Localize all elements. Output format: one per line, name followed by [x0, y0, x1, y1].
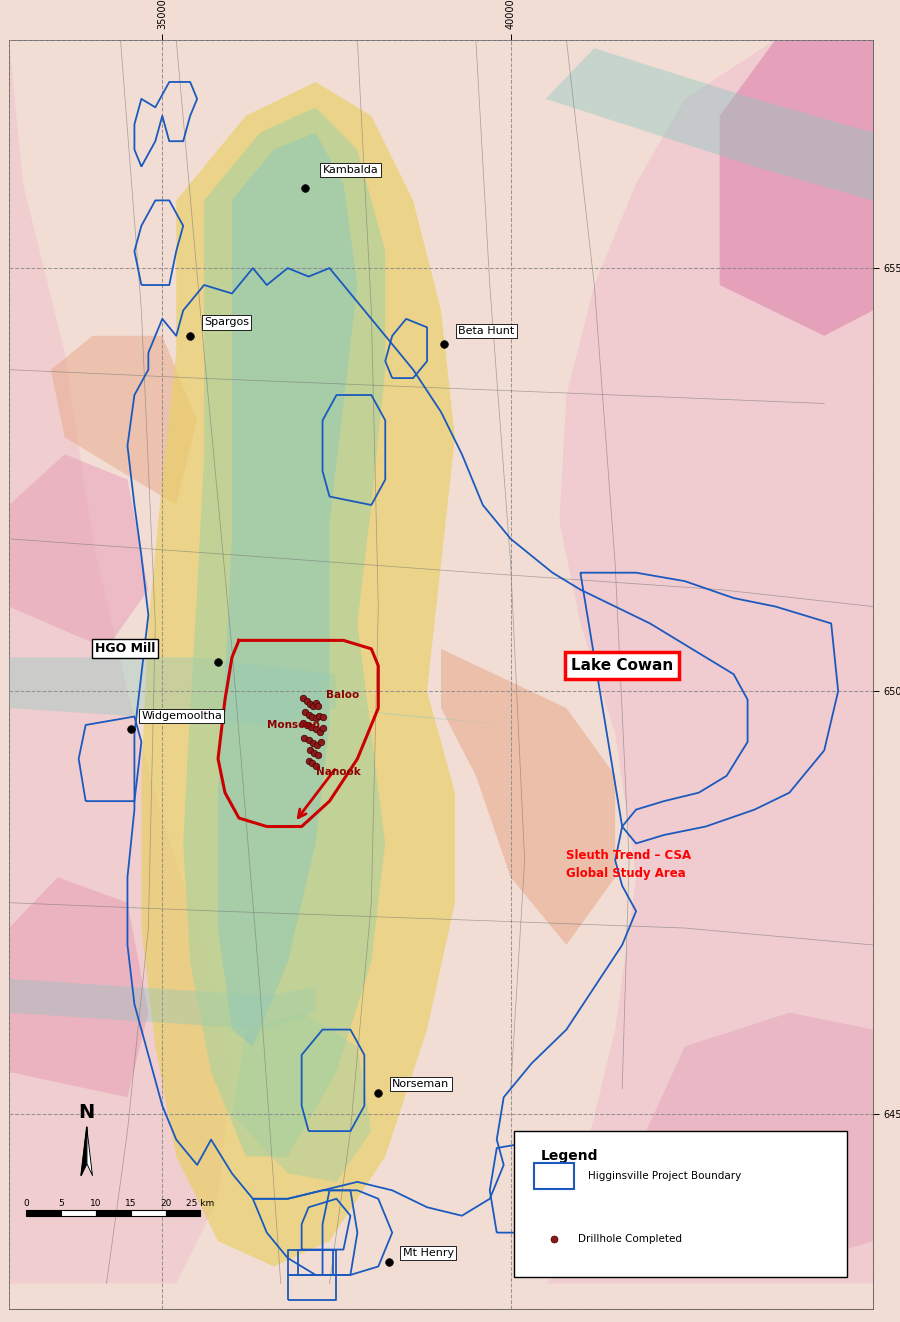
Bar [61, 1210, 96, 1216]
Bar [96, 1210, 130, 1216]
Polygon shape [141, 82, 454, 1266]
Polygon shape [545, 40, 873, 1284]
Point [315, 707, 329, 728]
Point [314, 731, 328, 752]
Polygon shape [9, 878, 148, 1097]
Text: Spargos: Spargos [204, 317, 249, 328]
Text: Norseman: Norseman [392, 1079, 449, 1089]
Text: Widgemooltha: Widgemooltha [141, 711, 222, 720]
Text: 20: 20 [160, 1199, 171, 1208]
Point [302, 740, 317, 761]
Polygon shape [545, 48, 873, 201]
Point [296, 687, 310, 709]
Point [311, 695, 326, 717]
Polygon shape [81, 1128, 86, 1175]
Text: Kambalda: Kambalda [322, 165, 378, 175]
Polygon shape [50, 336, 197, 505]
Point [298, 702, 312, 723]
Text: Baloo: Baloo [326, 690, 359, 701]
Polygon shape [9, 657, 510, 724]
Polygon shape [616, 1013, 873, 1266]
Polygon shape [86, 1128, 93, 1175]
Polygon shape [184, 107, 385, 1157]
Text: Drillhole Completed: Drillhole Completed [578, 1235, 681, 1244]
Point [305, 706, 320, 727]
Point [316, 718, 330, 739]
Point [302, 693, 317, 714]
Text: 5: 5 [58, 1199, 64, 1208]
Text: HGO Mill: HGO Mill [94, 642, 156, 656]
Polygon shape [9, 40, 873, 1309]
Point [307, 743, 321, 764]
Text: N: N [78, 1103, 94, 1121]
Polygon shape [441, 649, 616, 945]
Point [303, 717, 318, 738]
Bar [26, 1210, 61, 1216]
Bar [130, 1210, 166, 1216]
Point [306, 695, 320, 717]
Point [309, 707, 323, 728]
Text: Nanook: Nanook [316, 767, 360, 776]
Bar [166, 1210, 201, 1216]
Point [309, 719, 323, 740]
Text: Mt Henry: Mt Henry [402, 1248, 454, 1259]
Point [305, 752, 320, 773]
Point [306, 732, 320, 754]
Point [302, 705, 316, 726]
Point [309, 755, 323, 776]
Text: 0: 0 [23, 1199, 29, 1208]
Point [302, 730, 316, 751]
Point [309, 693, 323, 714]
Polygon shape [218, 132, 357, 1047]
Point [296, 713, 310, 734]
Text: Higginsville Project Boundary: Higginsville Project Boundary [588, 1171, 741, 1182]
Point [312, 705, 327, 726]
Polygon shape [9, 455, 148, 649]
Polygon shape [232, 1013, 372, 1182]
Point [300, 690, 314, 711]
Point [297, 727, 311, 748]
Text: Sleuth Trend – CSA
Global Study Area: Sleuth Trend – CSA Global Study Area [566, 849, 691, 880]
Point [302, 750, 316, 771]
Point [300, 714, 314, 735]
Text: Monsoon: Monsoon [266, 720, 320, 730]
Text: 15: 15 [125, 1199, 137, 1208]
Bar [535, 1163, 574, 1190]
Polygon shape [9, 978, 316, 1030]
Text: Lake Cowan: Lake Cowan [571, 658, 673, 673]
Bar [515, 1132, 847, 1277]
Point [311, 744, 326, 765]
Point [312, 722, 327, 743]
Polygon shape [9, 40, 232, 1284]
Text: 10: 10 [90, 1199, 102, 1208]
Text: Legend: Legend [541, 1149, 598, 1162]
Text: Beta Hunt: Beta Hunt [458, 325, 515, 336]
Text: 25 km: 25 km [186, 1199, 214, 1208]
Point [310, 735, 324, 756]
Polygon shape [720, 40, 873, 336]
